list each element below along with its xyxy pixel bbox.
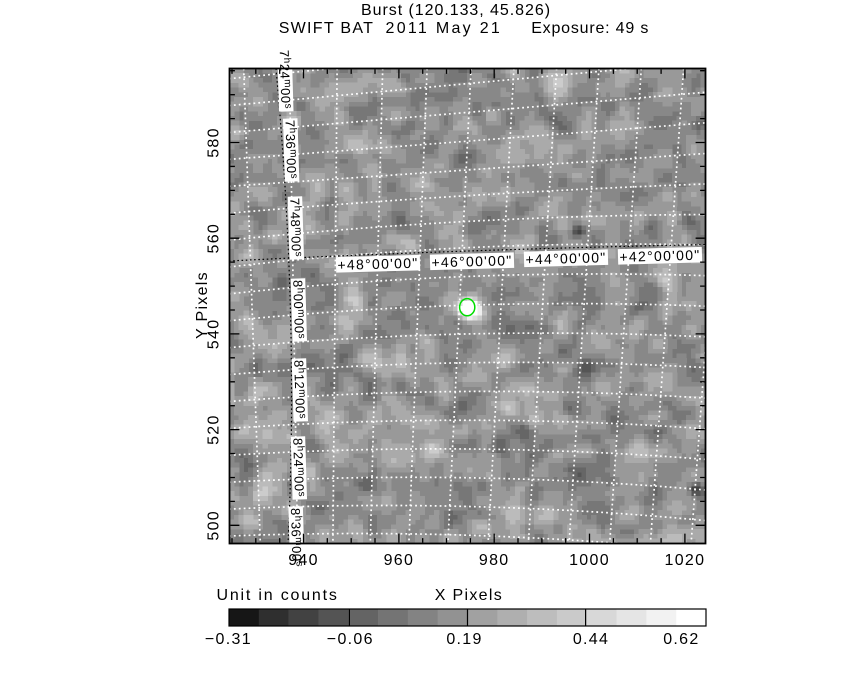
svg-text:1020: 1020 [665,552,706,569]
svg-text:+46°00'00": +46°00'00" [431,252,513,270]
svg-text:Unit in counts: Unit in counts [217,587,339,604]
svg-text:Y Pixels: Y Pixels [194,271,211,339]
svg-text:X Pixels: X Pixels [435,587,503,604]
svg-text:560: 560 [206,223,223,254]
svg-text:500: 500 [206,510,223,541]
svg-text:+44°00'00": +44°00'00" [525,249,607,267]
svg-text:7h48m00s: 7h48m00s [287,198,304,257]
svg-text:2011 May 21: 2011 May 21 [386,20,503,37]
svg-text:960: 960 [384,552,415,569]
svg-text:8h24m00s: 8h24m00s [290,438,307,497]
svg-text:Burst (120.133, 45.826): Burst (120.133, 45.826) [361,2,551,19]
svg-text:540: 540 [206,319,223,350]
svg-text:0.19: 0.19 [446,631,482,648]
svg-text:7h36m00s: 7h36m00s [283,120,300,179]
svg-text:980: 980 [479,552,510,569]
svg-text:8h00m00s: 8h00m00s [290,280,307,339]
svg-text:8h12m00s: 8h12m00s [291,360,308,419]
svg-text:8h36m00s: 8h36m00s [288,508,305,567]
svg-text:580: 580 [206,127,223,158]
svg-text:940: 940 [288,552,319,569]
svg-text:+48°00'00": +48°00'00" [337,255,419,273]
svg-text:−0.06: −0.06 [327,631,374,648]
svg-text:1000: 1000 [569,552,610,569]
svg-text:0.62: 0.62 [663,631,699,648]
svg-text:0.44: 0.44 [573,631,609,648]
svg-text:Exposure: 49 s: Exposure: 49 s [531,20,649,37]
svg-text:520: 520 [206,414,223,445]
svg-text:+42°00'00": +42°00'00" [619,247,701,265]
svg-text:SWIFT BAT: SWIFT BAT [279,20,375,37]
svg-text:−0.31: −0.31 [205,631,252,648]
